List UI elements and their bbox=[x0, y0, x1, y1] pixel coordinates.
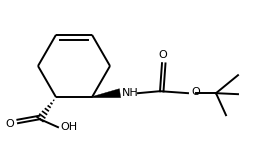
Polygon shape bbox=[92, 89, 121, 98]
Text: NH: NH bbox=[122, 88, 139, 98]
Text: O: O bbox=[191, 87, 200, 97]
Text: OH: OH bbox=[60, 122, 77, 132]
Text: O: O bbox=[5, 119, 14, 129]
Text: O: O bbox=[159, 50, 167, 60]
